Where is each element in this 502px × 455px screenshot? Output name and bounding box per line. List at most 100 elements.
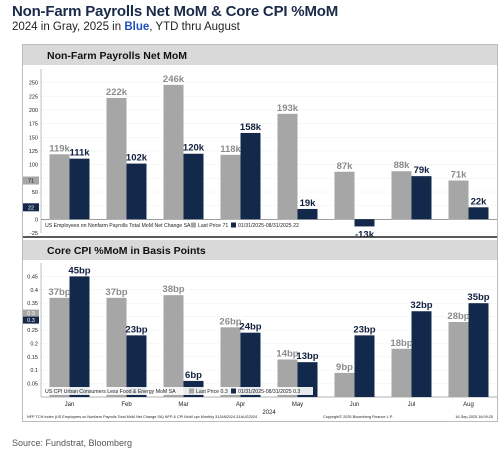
panel-2-label-2025: 35bp	[467, 292, 489, 303]
panel-2-y-tick-label: 0.4	[30, 288, 38, 294]
panel-1-y-tick-label: 0	[35, 217, 38, 223]
x-year-label: 2024	[262, 410, 276, 416]
panel-2-y-tick-label: 0.45	[27, 274, 38, 280]
panel-1-label-2024: 71k	[451, 170, 468, 181]
panel-1-label-2024: 193k	[277, 103, 299, 114]
panel-2-y-tick-label: 0.05	[27, 382, 38, 388]
panel-1-legend-bg	[43, 221, 313, 229]
subtitle-text-2: , YTD thru August	[149, 21, 240, 33]
panel-2-label-2024: 37bp	[105, 287, 127, 298]
x-tick-label: Jun	[350, 402, 360, 408]
panel-2-bar-2025	[69, 276, 90, 397]
panel-1-legend-swatch-blue	[231, 222, 236, 228]
panel-1-y-tick-label: 175	[29, 122, 38, 128]
panel-1-legend-range: 01/31/2025-08/31/2025 22	[238, 223, 299, 229]
panel-1-label-2024: 222k	[106, 87, 128, 98]
panel-1-bar-2025	[411, 176, 432, 220]
panel-2-label-2025: 6bp	[185, 370, 202, 381]
panel-2-legend-swatch-blue	[231, 388, 236, 394]
panel-1-bar-2024	[106, 97, 127, 220]
panel-2-label-2025: 32bp	[410, 300, 432, 311]
panel-1-bar-2024	[391, 171, 412, 220]
panel-1-bar-2024	[448, 180, 469, 220]
panel-2-title: Core CPI %MoM in Basis Points	[47, 245, 206, 257]
panel-1-label-2024: 88k	[394, 160, 411, 171]
panel-1-y-tick-label: 100	[29, 163, 38, 169]
panel-1-legend-swatch-gray	[191, 222, 196, 228]
panel-1-y-tick-label: 225	[29, 94, 38, 100]
panel-1-label-2025: 111k	[69, 148, 90, 159]
panel-1-label-2024: 118k	[220, 144, 241, 155]
panel-2-label-2024: 26bp	[219, 316, 241, 327]
panel-1-bar-2025	[240, 132, 261, 220]
panel-1-y-tick-label: 50	[32, 190, 38, 196]
panel-2-label-2024: 38bp	[162, 284, 184, 295]
panel-2-label-2024: 18bp	[390, 338, 412, 349]
panel-1-y-tick-label: 250	[29, 81, 38, 87]
panel-1-label-2025: -13k	[355, 229, 375, 240]
panel-1-marker-blue	[23, 203, 39, 212]
chart-frame: Non-Farm Payrolls Net MoM-25025507510012…	[22, 44, 498, 422]
panel-2-marker-blue	[23, 316, 39, 324]
panel-1-label-2024: 119k	[49, 143, 70, 154]
panel-1-y-tick-label: -25	[30, 231, 38, 237]
panel-1-legend-series: US Employees on Nonfarm Payrolls Total M…	[45, 223, 191, 229]
panel-1-label-2024: 246k	[163, 74, 185, 85]
panel-2-y-tick-label: 0.2	[30, 341, 38, 347]
panel-2-y-tick-label: 0.1	[30, 368, 38, 374]
panel-2-marker-blue-label: 0.3	[27, 318, 35, 324]
panel-1-bar-2025	[126, 163, 147, 220]
panel-2-bar-2025	[126, 335, 147, 397]
panel-1-label-2025: 79k	[414, 165, 431, 176]
panel-2-bar-2024	[220, 327, 241, 397]
panel-2-bar-2025	[240, 332, 261, 397]
panel-2-legend-series: US CPI Urban Consumers Less Food & Energ…	[45, 389, 176, 395]
subtitle-text-1: 2024 in Gray, 2025 in	[12, 21, 125, 33]
panel-2-label-2025: 13bp	[296, 351, 318, 362]
panel-2-legend-swatch-gray	[189, 388, 194, 394]
panel-2-y-tick-label: 0.35	[27, 301, 38, 307]
panel-1-bar-2025	[297, 208, 318, 220]
panel-1-y-tick-label: 150	[29, 135, 38, 141]
panel-1-label-2024: 87k	[337, 161, 354, 172]
panel-2-bar-2024	[448, 321, 469, 397]
subtitle-blue-text: Blue	[124, 21, 150, 33]
panel-2-label-2024: 9bp	[336, 362, 353, 373]
panel-2-y-tick-label: 0.15	[27, 355, 38, 361]
panel-1-marker-gray-label: 71	[28, 179, 34, 185]
panel-2-bar-2025	[411, 311, 432, 397]
panel-1-title-bar	[23, 45, 497, 65]
footer-copyright: Copyright© 2025 Bloomberg Finance L.P.	[323, 415, 393, 419]
x-tick-label: May	[292, 402, 303, 408]
panel-1-bar-2024	[220, 154, 241, 220]
panel-2-legend-last-price: Last Price 0.3	[196, 389, 228, 395]
chart-svg: Non-Farm Payrolls Net MoM-25025507510012…	[23, 45, 497, 419]
source-note: Source: Fundstrat, Bloomberg	[12, 438, 133, 448]
x-tick-label: Aug	[463, 402, 474, 408]
panel-2-label-2025: 24bp	[239, 322, 261, 333]
panel-2-bar-2025	[354, 335, 375, 397]
panel-2-title-bar	[23, 240, 497, 260]
panel-2-bar-2024	[49, 297, 70, 397]
panel-1-label-2025: 120k	[183, 143, 205, 154]
panel-1-bar-2024	[277, 113, 298, 220]
panel-1-y-tick-label: 200	[29, 108, 38, 114]
footer-note: NFP TCH Index (US Employees on Nonfarm P…	[27, 415, 257, 419]
panel-1-bar-2024	[163, 84, 184, 220]
panel-1-label-2025: 22k	[471, 196, 488, 207]
chart-subtitle: 2024 in Gray, 2025 in Blue, YTD thru Aug…	[12, 21, 240, 33]
panel-1-marker-gray	[23, 176, 39, 185]
panel-2-label-2025: 23bp	[353, 324, 375, 335]
panel-2-label-2025: 23bp	[125, 324, 147, 335]
panel-1-legend-last-price: Last Price 71	[198, 223, 228, 229]
panel-1-bar-2025	[183, 153, 204, 220]
panel-2-label-2025: 45bp	[68, 265, 90, 276]
x-tick-label: Apr	[236, 402, 245, 408]
panel-1-label-2025: 102k	[126, 153, 148, 164]
panel-2-y-tick-label: 0.25	[27, 328, 38, 334]
panel-1-bar-2025	[468, 207, 489, 220]
panel-1-bar-2024	[49, 154, 70, 220]
chart-title: Non-Farm Payrolls Net MoM & Core CPI %Mo…	[12, 3, 338, 20]
x-tick-label: Jan	[65, 402, 75, 408]
panel-1-title: Non-Farm Payrolls Net MoM	[47, 50, 187, 62]
